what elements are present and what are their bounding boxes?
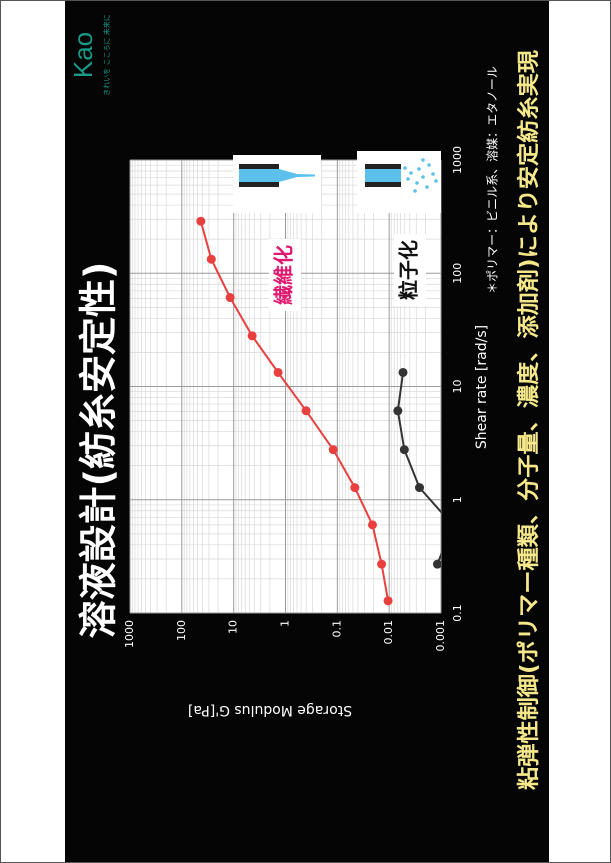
- data-point: [414, 483, 424, 493]
- data-point: [206, 254, 216, 264]
- x-axis-label: Shear rate [rad/s]: [474, 325, 490, 449]
- series-label-box: [394, 234, 426, 306]
- data-point: [196, 216, 206, 226]
- footnote: ＊ポリマー：ビニル系、溶媒：エタノール: [485, 66, 500, 294]
- tagline: きれいを こころに 未来に: [102, 14, 111, 95]
- data-point: [383, 596, 393, 606]
- x-tick-label: 0.1: [451, 604, 464, 622]
- x-tick-label: 1: [451, 496, 464, 503]
- y-tick-label: 100: [175, 620, 188, 641]
- conclusion: 粘弾性制御(ポリマー種類、分子量、濃度、添加剤)により安定紡糸実現: [516, 50, 542, 790]
- data-point: [328, 445, 338, 455]
- fiber-icon: [233, 155, 321, 213]
- series-label: 繊維化: [272, 245, 296, 306]
- y-tick-label: 1: [279, 620, 292, 627]
- y-axis-label: Storage Modulus G'[Pa]: [188, 702, 352, 718]
- logo: Kao: [68, 32, 98, 78]
- series-label-box: [269, 239, 301, 311]
- y-tick-label: 0.1: [330, 620, 343, 638]
- x-tick-label: 10: [451, 380, 464, 394]
- y-tick-label: 1000: [123, 620, 136, 648]
- x-tick-label: 100: [451, 263, 464, 284]
- plot: [196, 216, 441, 606]
- data-point: [398, 367, 408, 377]
- y-tick-label: 0.001: [434, 620, 447, 652]
- data-point: [399, 445, 409, 455]
- y-tick-label: 0.01: [382, 620, 395, 645]
- series-line: [396, 372, 441, 565]
- series-label: 粒子化: [397, 240, 421, 300]
- data-point: [247, 331, 257, 341]
- data-point: [377, 559, 387, 569]
- data-point: [350, 483, 360, 493]
- data-point: [393, 406, 403, 416]
- particle-icon: [357, 151, 441, 213]
- x-tick-label: 1000: [451, 146, 464, 174]
- data-point: [301, 406, 311, 416]
- data-point: [432, 559, 441, 569]
- data-point: [273, 367, 283, 377]
- slide: 溶液設計(紡糸安定性) Kao きれいを こころに 未来に Shear rate…: [65, 1, 549, 862]
- chart-title: 溶液設計(紡糸安定性): [77, 262, 121, 639]
- data-point: [367, 520, 377, 530]
- y-tick-label: 10: [227, 620, 240, 634]
- data-point: [225, 293, 235, 303]
